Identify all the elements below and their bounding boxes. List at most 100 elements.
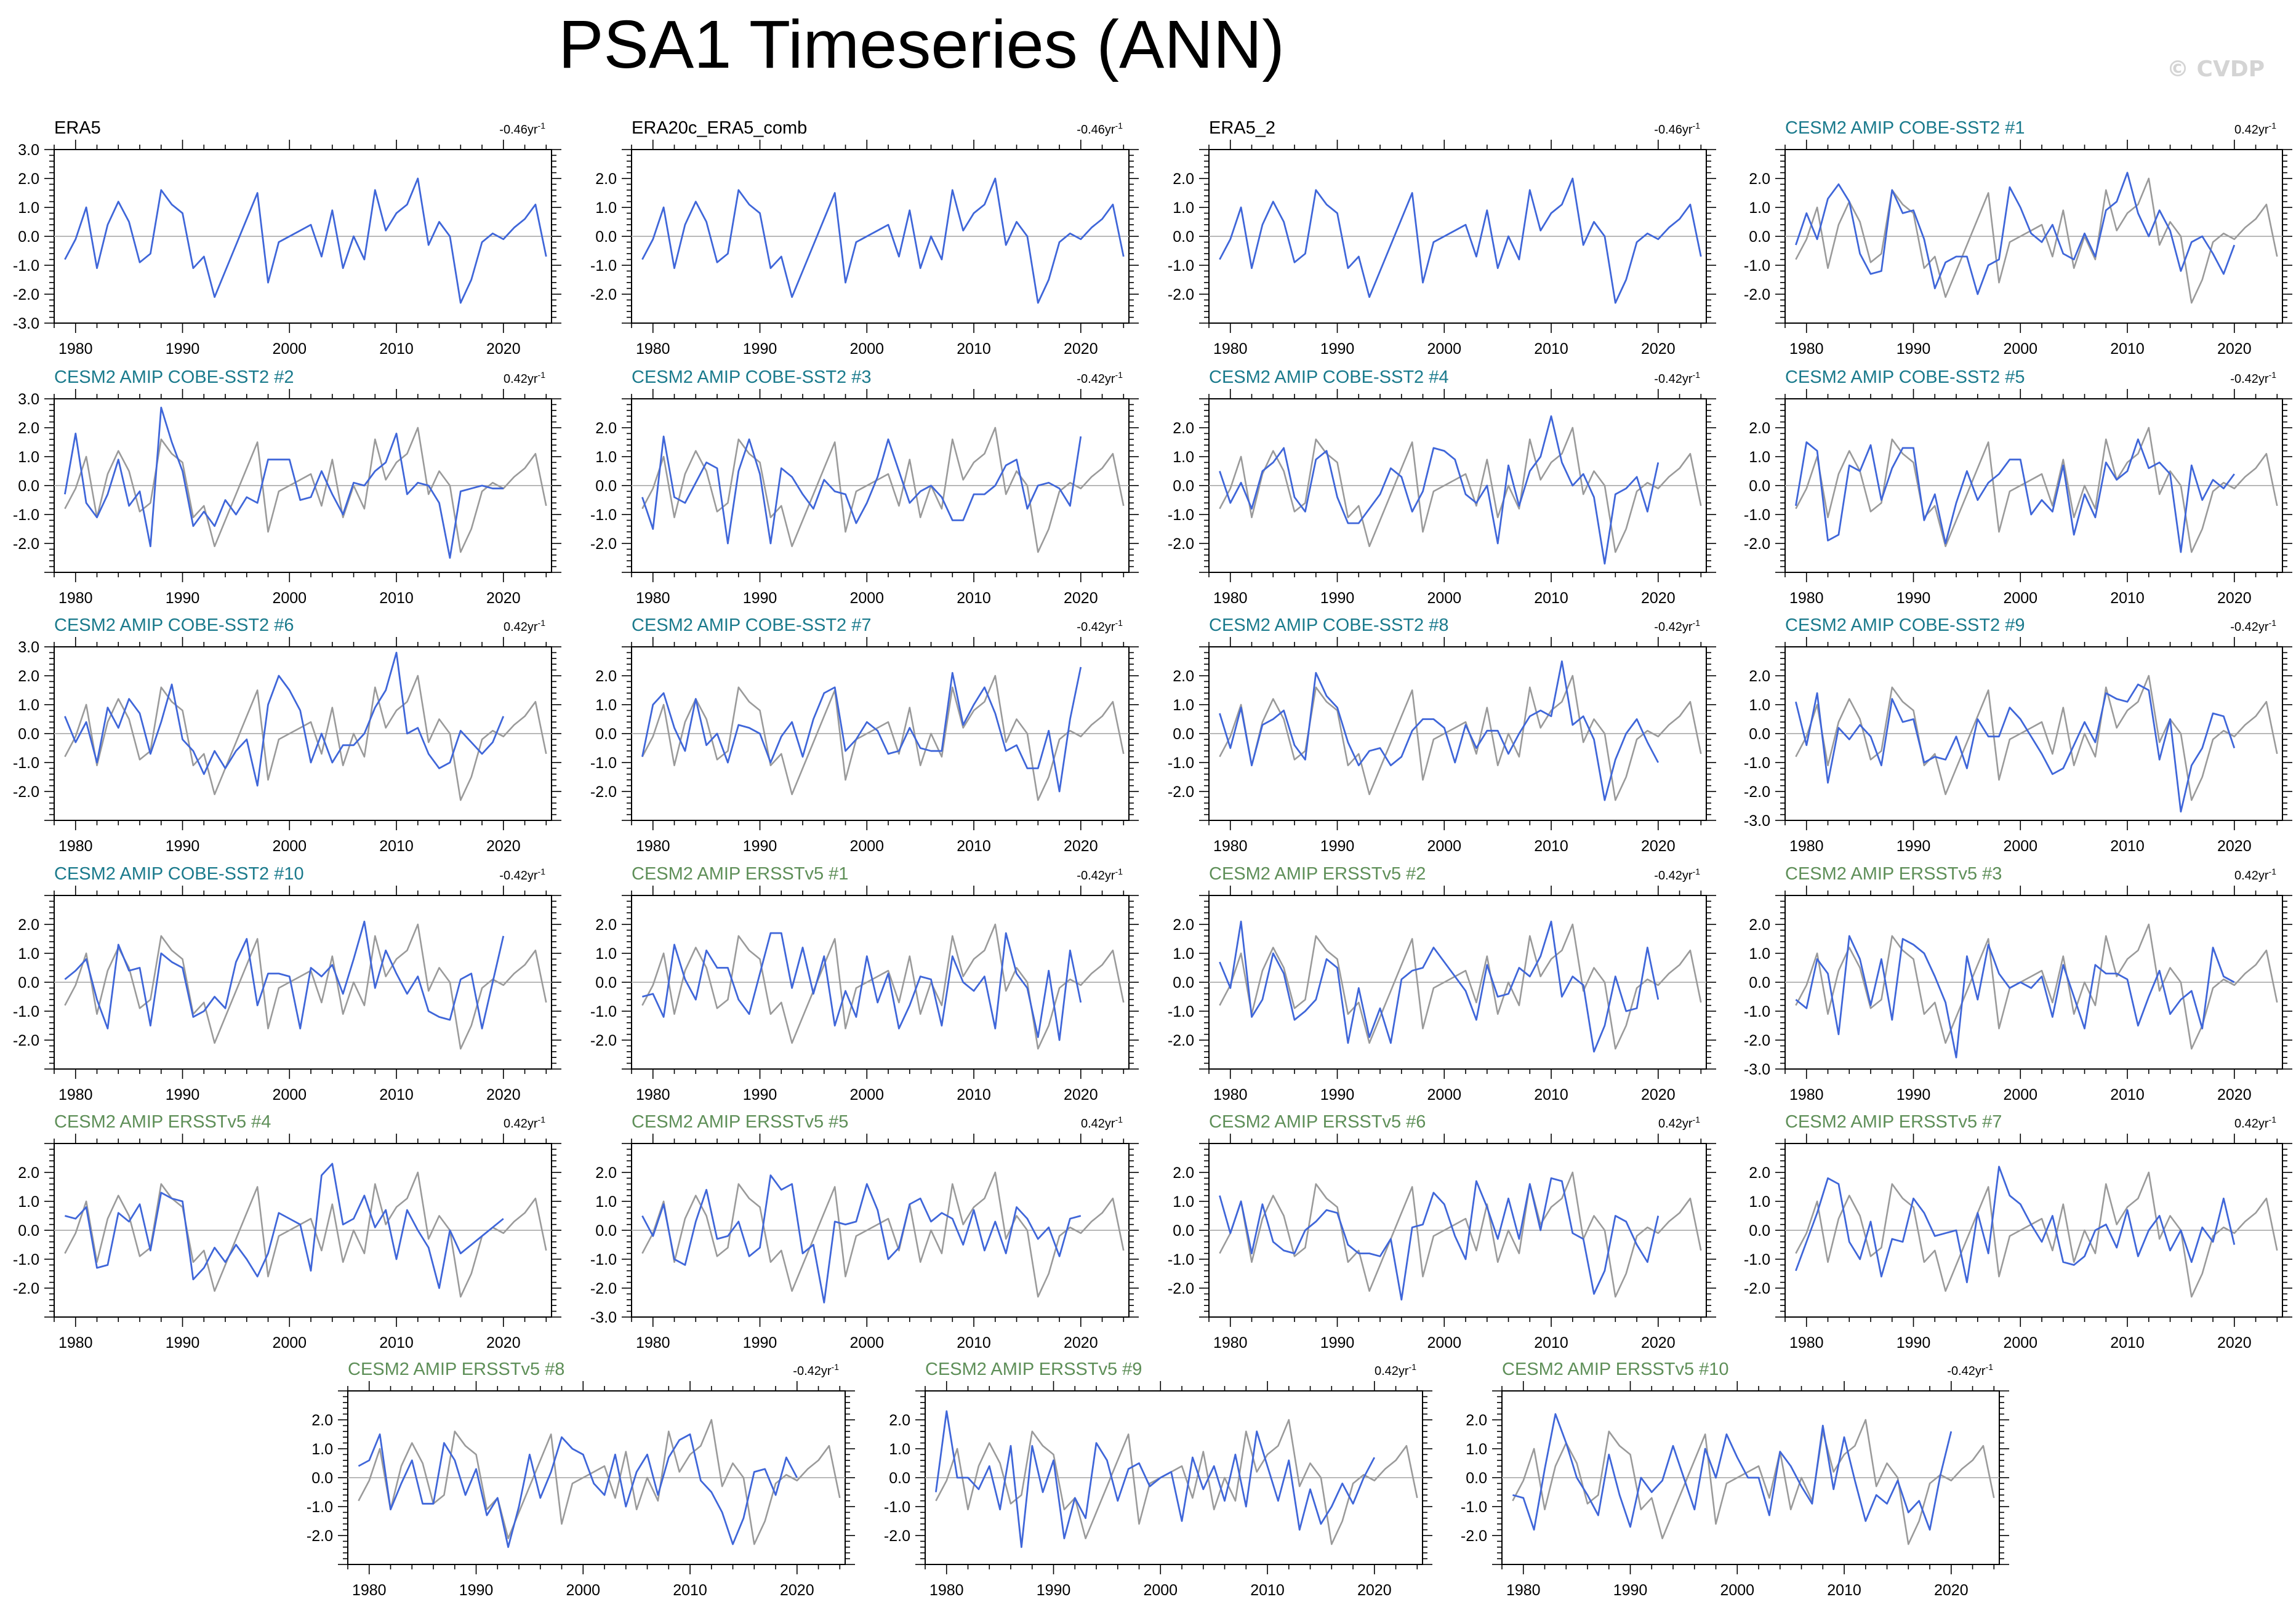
y-tick-label: 2.0 xyxy=(1749,420,1770,437)
trend-label: -0.42yr-1 xyxy=(1077,618,1123,634)
y-tick-label: -1.0 xyxy=(590,1251,617,1268)
x-tick-label: 2000 xyxy=(1427,340,1461,358)
trend-label: -0.42yr-1 xyxy=(1947,1362,1993,1378)
trend-value: -0.42yr xyxy=(2230,620,2269,634)
y-tick-label: 2.0 xyxy=(1173,916,1194,934)
y-tick-label: -2.0 xyxy=(590,783,617,801)
series-line xyxy=(1219,177,1702,304)
y-tick-label: 2.0 xyxy=(18,1164,39,1182)
y-tick-label: 2.0 xyxy=(1173,170,1194,188)
y-tick-label: 1.0 xyxy=(311,1441,333,1458)
y-tick-label: 2.0 xyxy=(1749,1164,1770,1182)
y-tick-label: 0.0 xyxy=(1749,974,1770,991)
trend-value: -0.42yr xyxy=(793,1364,832,1378)
y-tick-label: -2.0 xyxy=(590,286,617,303)
y-tick-label: 1.0 xyxy=(595,697,617,714)
series-line xyxy=(641,667,1082,793)
x-tick-label: 2000 xyxy=(1427,1334,1461,1352)
trend-exponent: -1 xyxy=(1115,618,1123,628)
panel: 2.0 1.0 0.0 -1.0 -2.0 1980 1990 2000 2010 2020 CES… xyxy=(1744,367,2292,607)
x-tick-label: 2010 xyxy=(957,590,991,607)
x-tick-label: 2000 xyxy=(2003,1334,2037,1352)
trend-value: -0.42yr xyxy=(1947,1364,1986,1378)
panel: 2.0 1.0 0.0 -1.0 -2.0 -3.0 1980 1990 2000 2010 202… xyxy=(1744,864,2292,1103)
x-tick-label: 2020 xyxy=(1357,1582,1392,1599)
y-tick-label: 1.0 xyxy=(18,945,39,963)
x-tick-label: 2000 xyxy=(272,1334,307,1352)
x-tick-label: 1990 xyxy=(743,1334,777,1352)
y-tick-label: 3.0 xyxy=(18,639,39,656)
y-tick-label: 3.0 xyxy=(18,142,39,159)
trend-value: 0.42yr xyxy=(1081,1117,1115,1131)
y-tick-label: -2.0 xyxy=(1461,1528,1487,1545)
x-tick-label: 1990 xyxy=(743,590,777,607)
y-tick-label: -2.0 xyxy=(13,1032,39,1049)
panel: 3.0 2.0 1.0 0.0 -1.0 -2.0 1980 1990 2000 2010 2020… xyxy=(13,367,561,607)
x-tick-label: 1980 xyxy=(636,1334,670,1352)
y-tick-label: -1.0 xyxy=(1461,1499,1487,1516)
y-tick-label: 1.0 xyxy=(1173,697,1194,714)
y-tick-label: 0.0 xyxy=(1749,726,1770,743)
panel: 2.0 1.0 0.0 -1.0 -2.0 1980 1990 2000 2010 2020 CES… xyxy=(13,1112,561,1352)
observation-line xyxy=(64,675,547,801)
y-tick-label: -2.0 xyxy=(307,1528,333,1545)
x-tick-label: 2020 xyxy=(1641,1334,1676,1352)
trend-label: -0.42yr-1 xyxy=(2230,618,2276,634)
x-tick-label: 2000 xyxy=(849,1086,884,1103)
y-tick-label: 2.0 xyxy=(1749,170,1770,188)
panel-title: CESM2 AMIP COBE-SST2 #7 xyxy=(632,615,872,635)
trend-exponent: -1 xyxy=(2269,867,2277,876)
y-tick-label: 0.0 xyxy=(595,1222,617,1240)
panel-title: CESM2 AMIP COBE-SST2 #8 xyxy=(1209,615,1449,635)
y-tick-label: 2.0 xyxy=(595,668,617,685)
x-tick-label: 2000 xyxy=(849,590,884,607)
trend-value: -0.42yr xyxy=(1654,869,1693,883)
trend-label: -0.46yr-1 xyxy=(499,121,545,137)
x-tick-label: 2000 xyxy=(849,838,884,855)
observation-line xyxy=(641,1171,1125,1298)
series-line xyxy=(64,920,505,1030)
x-tick-label: 1990 xyxy=(166,838,200,855)
y-tick-label: -2.0 xyxy=(590,1280,617,1297)
x-tick-label: 2010 xyxy=(379,1334,414,1352)
trend-value: -0.42yr xyxy=(2230,372,2269,386)
y-tick-label: -3.0 xyxy=(590,1309,617,1326)
x-tick-label: 1990 xyxy=(1897,340,1931,358)
x-tick-label: 1980 xyxy=(58,838,93,855)
y-tick-label: 1.0 xyxy=(1173,1193,1194,1211)
x-tick-label: 2020 xyxy=(2217,590,2252,607)
y-tick-label: -1.0 xyxy=(1744,257,1770,274)
trend-value: -0.42yr xyxy=(1077,372,1115,386)
y-tick-label: 1.0 xyxy=(595,1193,617,1211)
x-tick-label: 2020 xyxy=(780,1582,814,1599)
trend-exponent: -1 xyxy=(1409,1362,1417,1372)
x-tick-label: 2020 xyxy=(486,1334,521,1352)
observation-line xyxy=(1795,177,2278,304)
trend-value: 0.42yr xyxy=(504,372,538,386)
x-tick-label: 1980 xyxy=(636,340,670,358)
series-line xyxy=(1795,683,2236,813)
x-tick-label: 2020 xyxy=(2217,340,2252,358)
x-tick-label: 2000 xyxy=(849,340,884,358)
y-tick-label: -3.0 xyxy=(1744,812,1770,830)
x-tick-label: 1980 xyxy=(1213,590,1248,607)
y-tick-label: 1.0 xyxy=(1749,697,1770,714)
x-tick-label: 2020 xyxy=(486,340,521,358)
x-tick-label: 2010 xyxy=(673,1582,707,1599)
trend-label: 0.42yr-1 xyxy=(2234,1115,2276,1131)
y-tick-label: 0.0 xyxy=(595,974,617,991)
observation-line xyxy=(64,427,547,553)
x-tick-label: 1990 xyxy=(1320,838,1355,855)
y-tick-label: -1.0 xyxy=(1744,1251,1770,1268)
trend-value: 0.42yr xyxy=(1375,1364,1409,1378)
page-title: PSA1 Timeseries (ANN) xyxy=(558,7,1285,82)
y-tick-label: -1.0 xyxy=(590,755,617,772)
x-tick-label: 2000 xyxy=(1427,1086,1461,1103)
trend-label: 0.42yr-1 xyxy=(1658,1115,1700,1131)
y-tick-label: 0.0 xyxy=(18,1222,39,1240)
y-tick-label: -1.0 xyxy=(13,257,39,274)
panel-title: CESM2 AMIP COBE-SST2 #1 xyxy=(1785,118,2025,138)
observation-line xyxy=(641,923,1125,1050)
y-tick-label: -1.0 xyxy=(590,257,617,274)
